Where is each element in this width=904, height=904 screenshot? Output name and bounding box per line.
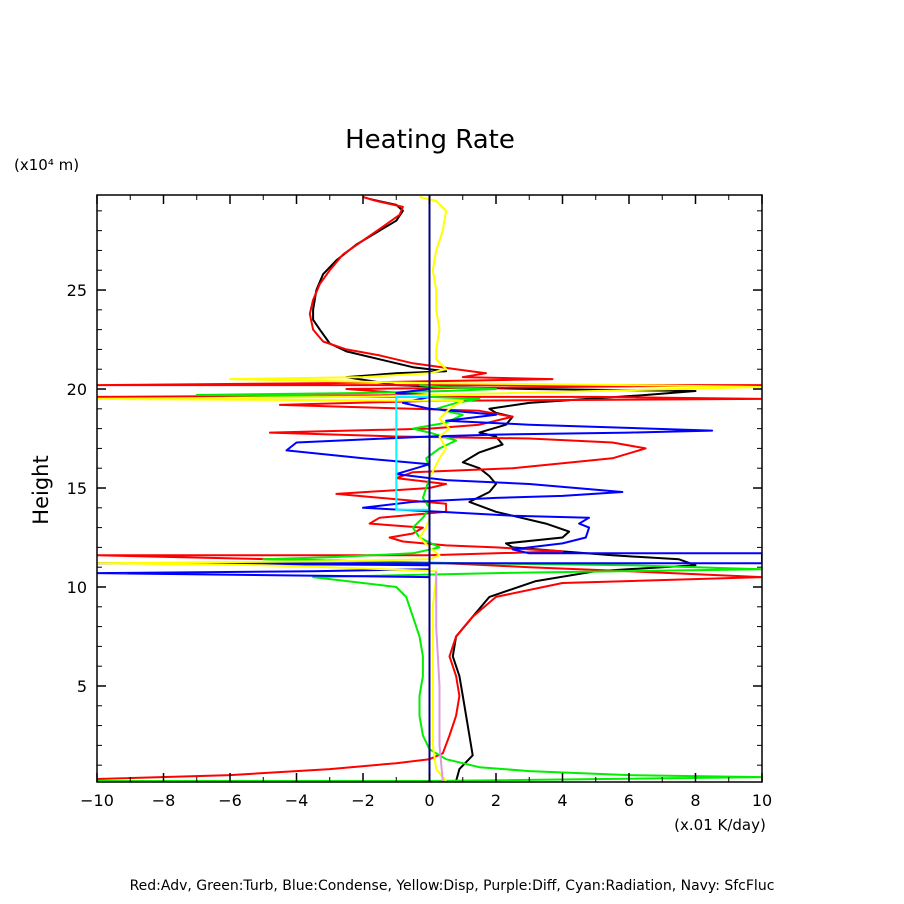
y-tick-label: 20 — [67, 380, 87, 399]
x-tick-label: 2 — [491, 791, 501, 810]
series-line-total — [312, 198, 697, 782]
series-line-condense — [97, 388, 762, 781]
x-tick-label: 10 — [752, 791, 772, 810]
x-tick-label: 8 — [690, 791, 700, 810]
chart-title: Heating Rate — [345, 125, 515, 155]
series-line-radiation — [395, 395, 430, 511]
y-tick-label: 5 — [77, 677, 87, 696]
y-axis-label: Height — [29, 455, 53, 524]
x-tick-label: 0 — [424, 791, 434, 810]
y-tick-label: 15 — [67, 479, 87, 498]
y-axis-unit-label: (x10⁴ m) — [14, 156, 79, 174]
legend-text: Red:Adv, Green:Turb, Blue:Condense, Yell… — [130, 878, 775, 894]
x-tick-label: −4 — [285, 791, 309, 810]
y-tick-label: 10 — [67, 578, 87, 597]
series-layer — [97, 195, 762, 782]
series-line-adv — [97, 196, 762, 780]
x-tick-label: −10 — [80, 791, 114, 810]
y-tick-label: 25 — [67, 281, 87, 300]
x-axis-unit-label: (x.01 K/day) — [674, 816, 766, 834]
series-line-turb — [97, 384, 762, 782]
x-tick-label: −8 — [152, 791, 176, 810]
series-line-diff — [435, 571, 444, 782]
x-tick-label: 6 — [624, 791, 634, 810]
series-line-disp — [97, 196, 762, 782]
x-tick-label: 4 — [557, 791, 567, 810]
x-tick-label: −6 — [218, 791, 242, 810]
axes-layer: −10 −8 −6 −4 −2 0 2 4 6 8 10 5 10 15 20 25 — [67, 194, 772, 810]
x-tick-label: −2 — [351, 791, 375, 810]
